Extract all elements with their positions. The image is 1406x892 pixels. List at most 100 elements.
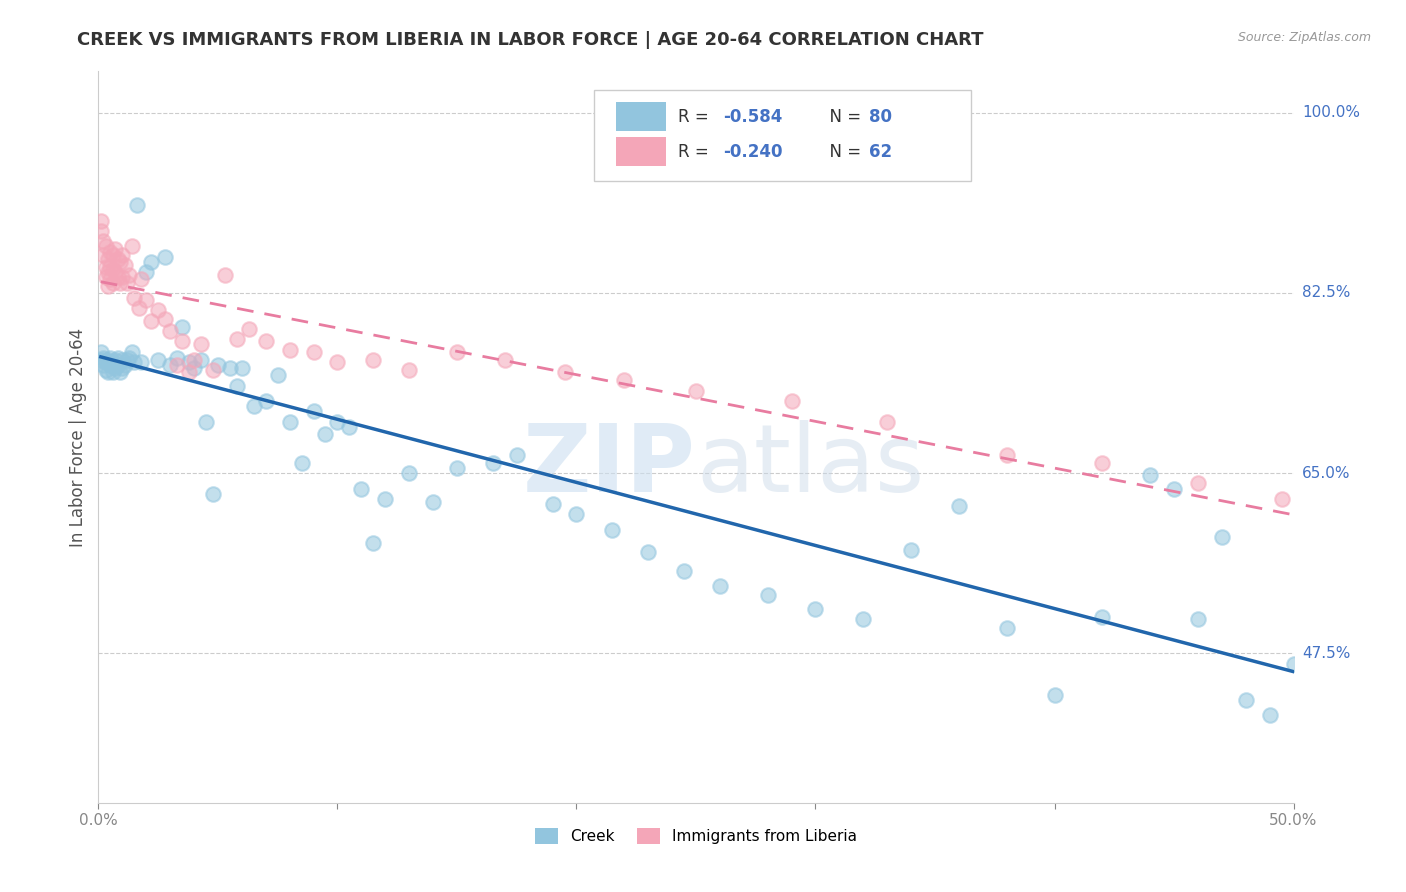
Point — [780, 394, 803, 409]
Point — [111, 361, 134, 376]
Point — [124, 355, 146, 369]
Point — [91, 235, 114, 249]
Point — [756, 588, 779, 602]
Point — [494, 352, 516, 367]
Point — [131, 272, 153, 286]
Point — [97, 365, 120, 379]
Point — [363, 352, 385, 367]
Point — [155, 311, 177, 326]
Point — [243, 399, 266, 413]
Point — [613, 373, 636, 387]
Text: 65.0%: 65.0% — [1302, 466, 1350, 481]
Point — [179, 365, 201, 379]
Point — [114, 258, 136, 272]
Point — [637, 545, 659, 559]
Point — [90, 344, 112, 359]
Point — [183, 361, 205, 376]
Point — [506, 448, 529, 462]
Point — [91, 248, 114, 262]
Point — [326, 415, 349, 429]
Point — [148, 303, 170, 318]
Point — [190, 337, 212, 351]
Point — [124, 291, 146, 305]
Point — [315, 427, 337, 442]
Point — [1091, 610, 1114, 624]
Point — [90, 352, 112, 367]
Point — [91, 358, 114, 372]
Point — [481, 456, 505, 470]
Point — [326, 355, 349, 369]
Text: 62: 62 — [869, 143, 893, 161]
Point — [104, 265, 127, 279]
Point — [90, 224, 112, 238]
Text: CREEK VS IMMIGRANTS FROM LIBERIA IN LABOR FORCE | AGE 20-64 CORRELATION CHART: CREEK VS IMMIGRANTS FROM LIBERIA IN LABO… — [77, 31, 984, 49]
Point — [350, 482, 373, 496]
Point — [107, 270, 129, 285]
Point — [226, 332, 249, 346]
Point — [207, 358, 229, 372]
Point — [94, 270, 117, 285]
Point — [118, 268, 141, 283]
Text: -0.240: -0.240 — [724, 143, 783, 161]
Point — [179, 355, 201, 369]
Point — [108, 255, 131, 269]
Point — [101, 248, 124, 262]
Point — [97, 252, 120, 266]
Point — [139, 255, 162, 269]
Point — [374, 491, 396, 506]
Point — [139, 313, 162, 327]
Point — [446, 461, 468, 475]
Point — [108, 276, 131, 290]
Point — [876, 415, 898, 429]
Point — [111, 248, 134, 262]
Point — [1234, 693, 1257, 707]
Point — [101, 365, 124, 379]
Point — [97, 278, 120, 293]
Legend: Creek, Immigrants from Liberia: Creek, Immigrants from Liberia — [529, 822, 863, 850]
Point — [948, 499, 970, 513]
Point — [108, 365, 131, 379]
Point — [155, 250, 177, 264]
FancyBboxPatch shape — [616, 102, 666, 131]
Point — [107, 358, 129, 372]
Point — [1258, 708, 1281, 723]
Point — [183, 352, 205, 367]
Point — [190, 352, 212, 367]
Point — [1211, 530, 1233, 544]
Point — [219, 361, 242, 376]
Point — [104, 242, 127, 256]
Point — [302, 344, 325, 359]
Point — [104, 352, 127, 367]
Y-axis label: In Labor Force | Age 20-64: In Labor Force | Age 20-64 — [69, 327, 87, 547]
Point — [339, 419, 361, 434]
Text: ZIP: ZIP — [523, 420, 696, 512]
Point — [422, 495, 444, 509]
Point — [104, 361, 127, 376]
Point — [226, 378, 249, 392]
Point — [202, 487, 225, 501]
Text: -0.584: -0.584 — [724, 108, 783, 126]
Point — [111, 352, 134, 367]
Text: 82.5%: 82.5% — [1302, 285, 1350, 301]
Point — [202, 363, 225, 377]
Point — [172, 319, 194, 334]
Point — [94, 355, 117, 369]
Point — [101, 262, 124, 277]
Point — [135, 265, 157, 279]
Point — [97, 352, 120, 367]
Point — [446, 344, 468, 359]
Point — [602, 523, 624, 537]
Point — [1091, 456, 1114, 470]
Text: 47.5%: 47.5% — [1302, 646, 1350, 661]
Point — [115, 352, 138, 367]
Point — [554, 365, 576, 379]
Point — [98, 260, 122, 274]
Point — [1187, 476, 1209, 491]
Point — [852, 612, 875, 626]
Point — [541, 497, 564, 511]
Point — [101, 355, 124, 369]
Point — [1163, 482, 1185, 496]
Point — [231, 361, 253, 376]
Point — [995, 448, 1018, 462]
Text: 80: 80 — [869, 108, 893, 126]
